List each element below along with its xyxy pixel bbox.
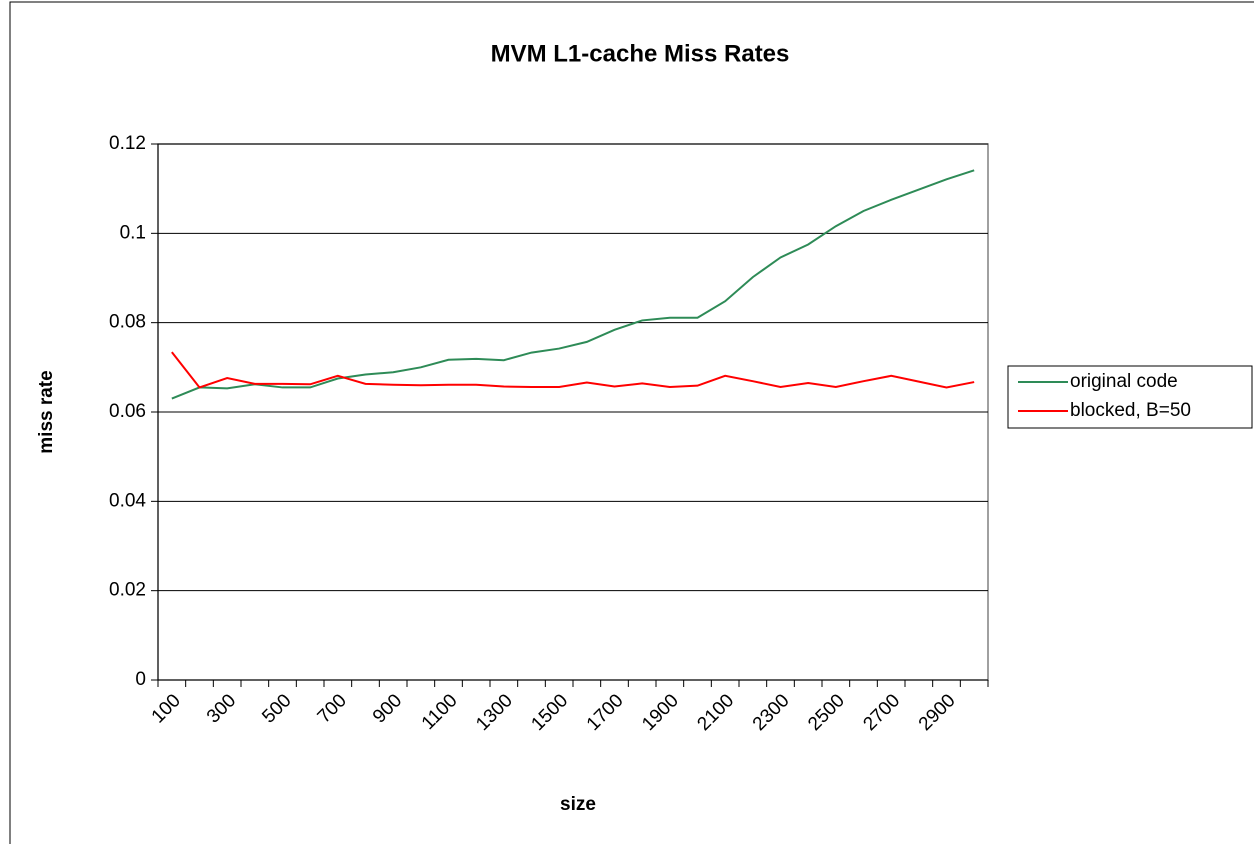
y-tick-label: 0.04	[109, 490, 146, 511]
y-axis-label: miss rate	[36, 370, 57, 453]
y-tick-label: 0.06	[109, 401, 146, 422]
y-tick-label: 0.08	[109, 312, 146, 333]
y-tick-label: 0.1	[120, 222, 146, 243]
series-line	[171, 351, 975, 389]
legend-label: blocked, B=50	[1070, 400, 1191, 421]
x-axis-label: size	[560, 794, 596, 815]
y-tick-label: 0.12	[109, 133, 146, 154]
chart-title: MVM L1-cache Miss Rates	[491, 40, 790, 67]
series-line	[171, 169, 975, 400]
legend-box	[1007, 365, 1253, 429]
legend-label: original code	[1070, 371, 1178, 392]
y-tick-label: 0.02	[109, 580, 146, 601]
y-tick-label: 0	[135, 669, 146, 690]
